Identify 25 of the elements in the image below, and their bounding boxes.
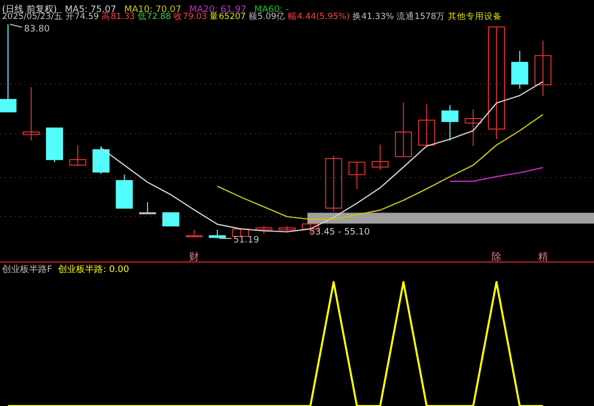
candlestick	[139, 202, 156, 214]
candlestick	[325, 155, 342, 212]
candlestick	[162, 212, 180, 226]
text: 除	[491, 251, 502, 263]
candlestick	[418, 104, 436, 147]
candlestick	[372, 144, 389, 171]
annotation: 83.80	[24, 24, 50, 34]
text: 精	[538, 251, 548, 263]
candlestick	[232, 228, 250, 237]
text: 2025/05/23/五 开74.59 高81.33 低72.88 收79.03 量65207 额5.09亿 幅4.44(5.95%) 换41.33% 流通1578万 其他专用设备	[2, 12, 502, 22]
chart-title: 创业板半路F	[2, 264, 52, 275]
candlestick	[534, 40, 552, 96]
candlestick	[464, 108, 482, 147]
candlestick	[488, 26, 505, 140]
candlestick	[92, 146, 110, 175]
text: 创业板半路: 0.00	[58, 264, 130, 275]
candlestick	[441, 104, 458, 142]
candlestick	[69, 144, 86, 167]
candlestick	[394, 102, 412, 158]
annotation: 51.19	[233, 235, 260, 246]
candlestick	[22, 86, 40, 142]
candlestick	[348, 162, 366, 190]
candlestick	[511, 50, 528, 90]
text: 财	[189, 251, 200, 263]
band-label: 53.45 - 55.10	[309, 228, 370, 238]
